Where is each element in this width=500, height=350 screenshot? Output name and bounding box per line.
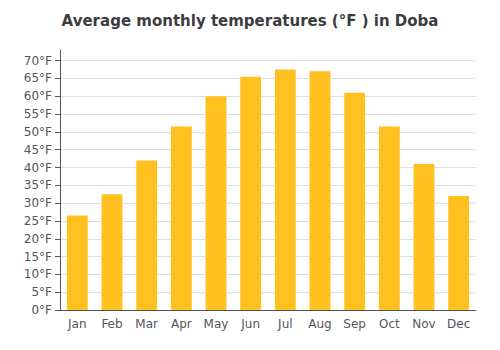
svg-text:5°F: 5°F [31,285,52,299]
svg-text:Aug: Aug [308,317,331,331]
svg-text:Average monthly temperatures (: Average monthly temperatures (°F ) in Do… [62,12,439,30]
svg-text:Oct: Oct [379,317,400,331]
svg-text:20°F: 20°F [24,232,52,246]
svg-text:15°F: 15°F [24,250,52,264]
svg-text:Sep: Sep [343,317,366,331]
svg-text:Dec: Dec [447,317,470,331]
svg-text:May: May [204,317,229,331]
svg-text:0°F: 0°F [31,303,52,317]
svg-text:50°F: 50°F [24,125,52,139]
svg-text:45°F: 45°F [24,143,52,157]
svg-text:Apr: Apr [171,317,192,331]
svg-text:65°F: 65°F [24,71,52,85]
svg-text:Jul: Jul [277,317,292,331]
svg-text:10°F: 10°F [24,267,52,281]
svg-text:60°F: 60°F [24,89,52,103]
svg-text:40°F: 40°F [24,161,52,175]
svg-text:Mar: Mar [135,317,158,331]
svg-text:Feb: Feb [101,317,122,331]
svg-text:Nov: Nov [412,317,435,331]
svg-text:70°F: 70°F [24,54,52,68]
svg-text:35°F: 35°F [24,178,52,192]
svg-text:Jun: Jun [240,317,260,331]
svg-text:55°F: 55°F [24,107,52,121]
svg-text:Jan: Jan [67,317,87,331]
svg-text:25°F: 25°F [24,214,52,228]
svg-text:30°F: 30°F [24,196,52,210]
